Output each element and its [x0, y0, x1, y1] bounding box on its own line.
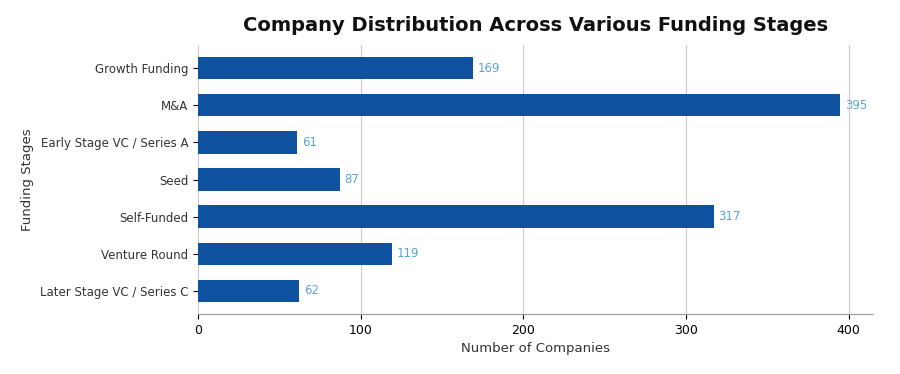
- Text: 119: 119: [396, 247, 418, 260]
- Text: 61: 61: [302, 136, 317, 149]
- Bar: [198, 57, 473, 79]
- Bar: [198, 131, 297, 154]
- Bar: [198, 280, 299, 302]
- Bar: [198, 243, 392, 265]
- Bar: [198, 205, 714, 228]
- Text: 169: 169: [478, 62, 500, 75]
- X-axis label: Number of Companies: Number of Companies: [461, 343, 610, 355]
- Text: 87: 87: [345, 173, 359, 186]
- Text: 317: 317: [718, 210, 741, 223]
- Text: 395: 395: [845, 99, 868, 112]
- Title: Company Distribution Across Various Funding Stages: Company Distribution Across Various Fund…: [243, 16, 828, 35]
- Bar: [198, 94, 841, 116]
- Text: 62: 62: [303, 284, 319, 297]
- Y-axis label: Funding Stages: Funding Stages: [22, 128, 34, 231]
- Bar: [198, 168, 339, 191]
